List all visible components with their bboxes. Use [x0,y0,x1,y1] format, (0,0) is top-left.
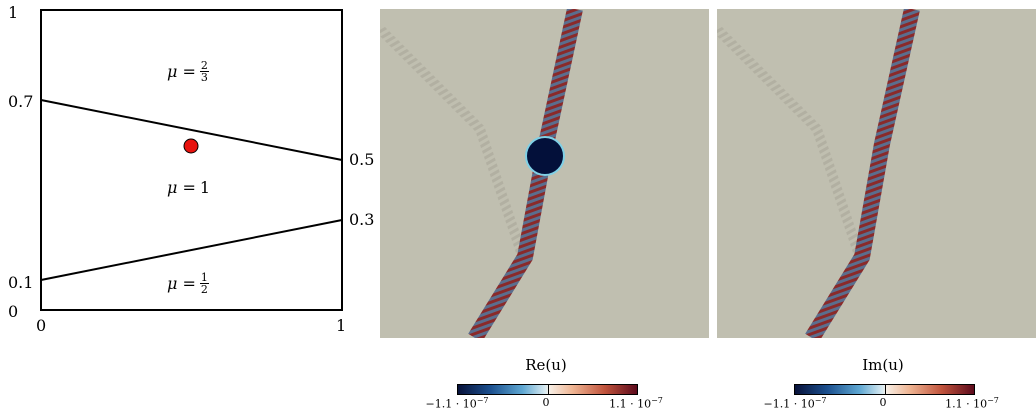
field-plot-imag [717,9,1036,338]
colorbar-real-max-text: 1.1 · 10 [609,398,651,411]
source-blob [526,137,564,175]
region-middle-mu: μ = [167,180,196,196]
right-tick-lower: 0.3 [349,212,374,228]
left-tick-upper: 0.7 [8,94,33,110]
colorbar-imag [794,384,975,395]
x-axis-max-label: 1 [336,318,346,334]
colorbar-imag-max-exp: −7 [987,396,999,405]
colorbar-real-max: 1.1 · 10−7 [609,396,663,411]
colorbar-imag-min-text: −1.1 · 10 [764,398,815,411]
colorbar-real [457,384,638,395]
left-tick-lower: 0.1 [8,275,33,291]
region-bottom-num: 1 [201,272,208,283]
region-top-den: 3 [201,72,208,83]
region-bottom-mu: μ = [167,276,196,292]
region-middle-value: 1 [200,180,210,196]
region-top-mu: μ = [167,64,196,80]
colorbar-real-min: −1.1 · 10−7 [426,396,489,411]
y-axis-top-label: 1 [8,5,18,21]
region-top-fraction: 2 3 [200,60,209,83]
source-point [184,139,198,153]
colorbar-imag-max-text: 1.1 · 10 [945,398,987,411]
colorbar-real-mid: 0 [543,396,550,409]
field-plot-real [380,9,709,338]
colorbar-real-max-exp: −7 [651,396,663,405]
x-axis-min-label: 0 [36,318,46,334]
colorbar-title-imag: Im(u) [862,356,904,374]
region-top-num: 2 [201,60,208,71]
region-label-middle: μ = 1 [167,180,210,196]
region-label-top: μ = 2 3 [167,60,209,83]
colorbar-real-min-exp: −7 [477,396,489,405]
colorbar-imag-min-exp: −7 [815,396,827,405]
region-label-bottom: μ = 1 2 [167,272,209,295]
colorbar-title-real: Re(u) [525,356,567,374]
region-bottom-den: 2 [201,284,208,295]
interface-lower [41,220,342,280]
y-axis-bottom-label: 0 [8,304,18,320]
colorbar-imag-max: 1.1 · 10−7 [945,396,999,411]
region-bottom-fraction: 1 2 [200,272,209,295]
colorbar-imag-min: −1.1 · 10−7 [764,396,827,411]
colorbar-real-min-text: −1.1 · 10 [426,398,477,411]
domain-boundary [41,10,342,310]
right-tick-upper: 0.5 [349,152,374,168]
colorbar-imag-mid: 0 [880,396,887,409]
